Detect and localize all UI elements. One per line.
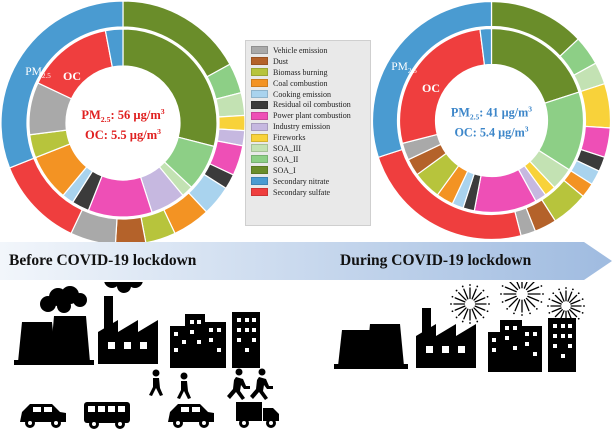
legend-item: Fireworks xyxy=(251,132,370,143)
legend-label: Vehicle emission xyxy=(273,45,328,55)
pm25-ring-label: PM2.5 xyxy=(25,66,51,80)
timeline-arrow xyxy=(0,242,612,280)
pm25-concentration-label: PM2.5: 56 µg/m3 xyxy=(81,107,164,124)
legend-item: Secondary nitrate xyxy=(251,176,370,187)
legend-label: Dust xyxy=(273,56,289,66)
legend-swatch xyxy=(251,166,268,175)
legend-swatch xyxy=(251,46,268,55)
pm25-donut-before: PM2.5: 56 µg/m3 OC: 5.5 µg/m3 PM2.5 OC xyxy=(0,0,246,246)
pm25-ring-slice-secondary-nitrate xyxy=(0,0,124,169)
legend-item: Residual oil combustion xyxy=(251,99,370,110)
pm25-ring-slice-fireworks xyxy=(580,82,612,129)
legend-swatch xyxy=(251,144,268,153)
legend-swatch xyxy=(251,188,268,197)
legend-label: Secondary nitrate xyxy=(273,176,330,186)
legend-label: Residual oil combustion xyxy=(273,100,351,110)
legend-label: SOA_II xyxy=(273,154,299,164)
legend-label: SOA_III xyxy=(273,143,301,153)
factory-icon xyxy=(416,308,476,368)
fireworks-icon xyxy=(450,282,585,325)
legend-item: Biomass burning xyxy=(251,67,370,78)
legend-label: Power plant combustion xyxy=(273,111,351,121)
legend-label: Biomass burning xyxy=(273,67,328,77)
legend-label: Cooking emission xyxy=(273,89,332,99)
oc-ring-label: OC xyxy=(63,69,81,83)
pm25-ring-slice-fireworks xyxy=(218,114,246,132)
legend-item: Dust xyxy=(251,56,370,67)
legend-label: Coal combustion xyxy=(273,78,328,88)
apartment-buildings-icon xyxy=(170,312,260,368)
oc-concentration-label: OC: 5.5 µg/m3 xyxy=(85,127,161,142)
legend-item: SOA_III xyxy=(251,143,370,154)
car-icon xyxy=(20,404,66,428)
legend-swatch xyxy=(251,111,268,120)
legend-item: Vehicle emission xyxy=(251,45,370,56)
car-icon xyxy=(168,404,214,428)
pm25-ring-slice-secondary-nitrate xyxy=(371,0,493,159)
oc-ring-slice-secondary-nitrate xyxy=(104,28,124,68)
legend-swatch xyxy=(251,122,268,131)
oc-ring-slice-secondary-nitrate xyxy=(479,27,493,66)
bus-icon xyxy=(84,402,130,429)
legend-label: Secondary sulfate xyxy=(273,187,331,197)
legend-label: SOA_I xyxy=(273,165,296,175)
legend-label: Industry emission xyxy=(273,122,331,132)
legend-swatch xyxy=(251,100,268,109)
legend-label: Fireworks xyxy=(273,133,306,143)
truck-icon xyxy=(236,402,279,428)
pm25-concentration-label: PM2.5: 41 µg/m3 xyxy=(451,105,532,122)
legend-item: Power plant combustion xyxy=(251,110,370,121)
legend-swatch xyxy=(251,68,268,77)
legend-swatch xyxy=(251,57,268,66)
legend-swatch xyxy=(251,79,268,88)
pm25-donut-during: PM2.5: 41 µg/m3 OC: 5.4 µg/m3 PM2.5 OC xyxy=(371,0,612,241)
before-lockdown-label: Before COVID-19 lockdown xyxy=(9,252,197,269)
legend-item: Coal combustion xyxy=(251,78,370,89)
legend-item: Secondary sulfate xyxy=(251,187,370,198)
activity-scene xyxy=(14,282,585,429)
power-plant-icon xyxy=(14,286,94,365)
legend-swatch xyxy=(251,90,268,98)
factory-icon xyxy=(98,282,158,364)
pm25-ring-label: PM2.5 xyxy=(391,61,417,75)
power-plant-icon xyxy=(334,324,408,369)
legend-swatch xyxy=(251,177,268,186)
oc-concentration-label: OC: 5.4 µg/m3 xyxy=(454,125,528,140)
during-lockdown-label: During COVID-19 lockdown xyxy=(340,252,532,269)
apartment-buildings-icon xyxy=(488,318,576,372)
walking-people-icon xyxy=(149,369,191,399)
legend-swatch xyxy=(251,155,268,164)
oc-ring-slice-soa-i xyxy=(122,28,218,148)
legend-item: Cooking emission xyxy=(251,89,370,100)
legend-swatch xyxy=(251,133,268,142)
legend-item: SOA_II xyxy=(251,154,370,165)
oc-ring-label: OC xyxy=(422,81,440,95)
legend-item: SOA_I xyxy=(251,165,370,176)
running-people-icon xyxy=(227,368,273,400)
legend-item: Industry emission xyxy=(251,121,370,132)
source-legend: Vehicle emission Dust Biomass burning Coal … xyxy=(245,40,371,226)
